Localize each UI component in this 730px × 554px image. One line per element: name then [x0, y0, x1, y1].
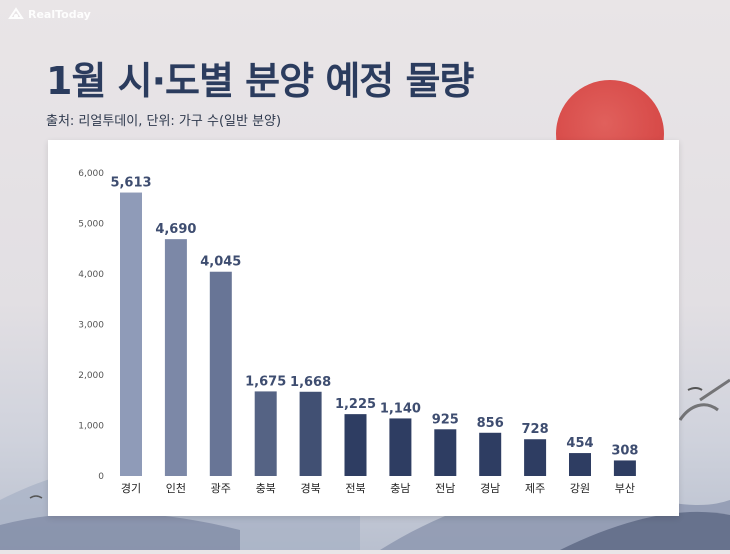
bar — [209, 271, 232, 476]
bar — [254, 391, 277, 476]
bar — [389, 418, 412, 476]
x-category-label: 강원 — [570, 482, 590, 495]
bar-value-label: 728 — [522, 422, 549, 437]
x-category-label: 경북 — [300, 482, 320, 495]
bar — [524, 439, 547, 476]
bar-value-label: 454 — [566, 436, 593, 451]
x-category-label: 인천 — [166, 481, 186, 495]
x-category-label: 제주 — [525, 482, 545, 495]
bar — [164, 239, 187, 476]
realtoday-logo-icon — [8, 7, 24, 19]
bar-value-label: 1,675 — [245, 374, 286, 389]
y-tick-label: 6,000 — [78, 169, 104, 179]
y-tick-label: 2,000 — [78, 371, 104, 381]
bar — [299, 391, 322, 476]
bar-value-label: 5,613 — [110, 176, 151, 191]
x-category-label: 전남 — [435, 482, 455, 495]
bar — [569, 453, 591, 476]
x-category-label: 충남 — [390, 482, 410, 495]
bar-chart: 0 1,000 2,000 3,000 4,000 5,000 6,000 5,613 경기 4,… — [78, 169, 638, 495]
bar-value-label: 856 — [477, 416, 504, 431]
x-category-label: 충북 — [256, 482, 276, 495]
bar-value-label: 1,668 — [290, 375, 331, 390]
x-category-label: 부산 — [615, 482, 635, 495]
bar-value-label: 4,690 — [155, 222, 196, 237]
chart-panel: 0 1,000 2,000 3,000 4,000 5,000 6,000 5,613 경기 4,… — [48, 140, 679, 516]
y-tick-label: 3,000 — [78, 321, 104, 331]
y-tick-label: 0 — [98, 472, 104, 482]
bar-value-label: 308 — [611, 443, 638, 458]
y-tick-label: 5,000 — [78, 220, 104, 230]
brand-name: RealToday — [28, 7, 91, 21]
bar — [613, 460, 636, 476]
bar-value-label: 925 — [432, 412, 459, 427]
bar-value-label: 1,225 — [335, 397, 376, 412]
bar — [479, 432, 502, 476]
bar — [120, 192, 142, 476]
brand-logo: RealToday — [8, 6, 91, 22]
bar-value-label: 4,045 — [200, 255, 241, 270]
y-tick-label: 1,000 — [78, 422, 104, 432]
page-title: 1월 시·도별 분양 예정 물량 — [46, 59, 474, 103]
source-note: 출처: 리얼투데이, 단위: 가구 수(일반 분양) — [46, 114, 282, 129]
bar — [434, 429, 457, 476]
x-category-label: 광주 — [211, 482, 231, 495]
x-category-label: 전북 — [345, 482, 365, 495]
bar-value-label: 1,140 — [380, 401, 421, 416]
bar — [344, 414, 367, 476]
x-category-label: 경남 — [480, 482, 500, 495]
y-tick-label: 4,000 — [78, 270, 104, 280]
x-category-label: 경기 — [121, 482, 141, 495]
